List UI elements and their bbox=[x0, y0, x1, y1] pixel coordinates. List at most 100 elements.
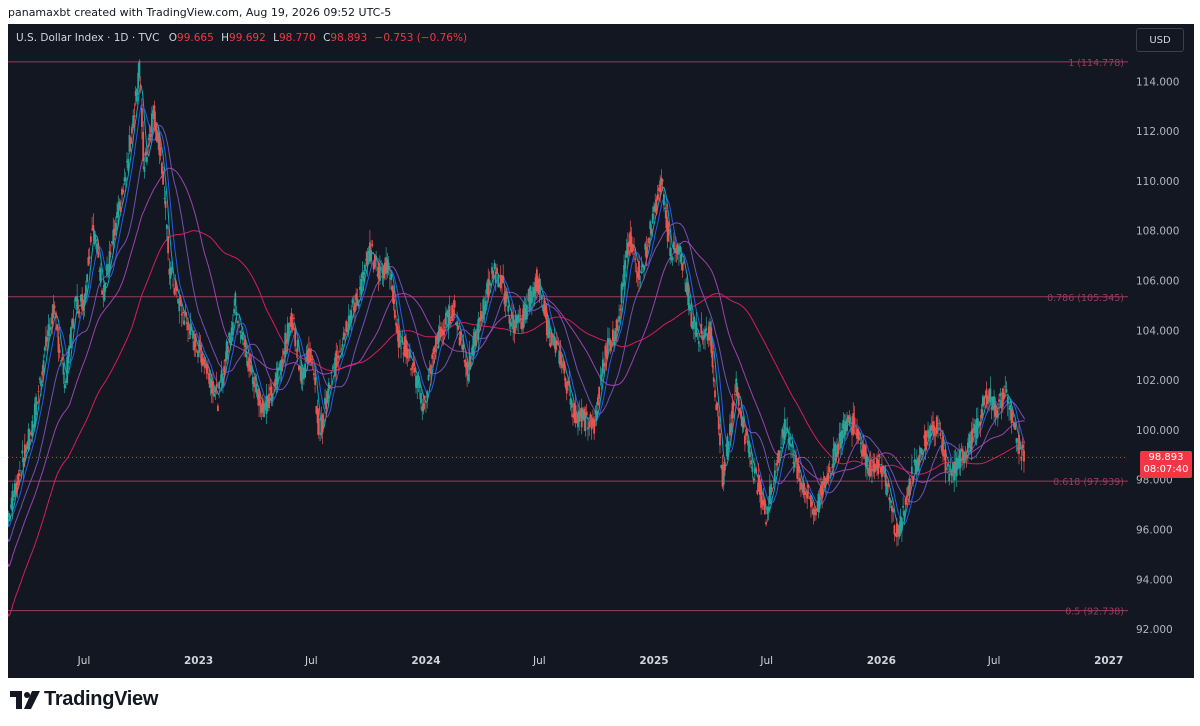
candle-body bbox=[269, 387, 272, 391]
candle-body bbox=[808, 498, 811, 499]
candle-body bbox=[732, 401, 735, 407]
candle-body bbox=[834, 451, 837, 462]
candle-body bbox=[250, 365, 253, 373]
candle-body bbox=[554, 340, 557, 353]
candle-body bbox=[661, 179, 664, 182]
candle-body bbox=[793, 463, 796, 468]
candle-body bbox=[312, 373, 315, 376]
candle-body bbox=[126, 160, 128, 163]
candle-body bbox=[780, 447, 782, 449]
candle-body bbox=[543, 299, 546, 316]
candle-body bbox=[329, 385, 331, 388]
candle-body bbox=[585, 411, 588, 416]
candle-body bbox=[336, 356, 339, 358]
candle-body bbox=[426, 391, 429, 399]
candle-body bbox=[540, 295, 543, 300]
tradingview-logo[interactable]: TradingView bbox=[10, 688, 158, 711]
candle-body bbox=[1015, 438, 1018, 443]
candle-body bbox=[499, 274, 502, 289]
candle-body bbox=[1010, 408, 1013, 424]
y-tick-label: 104.000 bbox=[1136, 325, 1179, 337]
candle-body bbox=[139, 85, 142, 87]
candle-body bbox=[364, 264, 366, 272]
candle-body bbox=[8, 515, 11, 521]
candle-body bbox=[335, 350, 338, 369]
candle-body bbox=[356, 298, 359, 306]
chart-canvas[interactable]: 1 (114.778) 0.786 (105.345) 0.618 (97.939)… bbox=[8, 24, 1194, 678]
candle-body bbox=[15, 483, 17, 495]
candle-body bbox=[610, 344, 613, 346]
candle-body bbox=[606, 338, 609, 355]
candle-body bbox=[93, 231, 96, 244]
currency-button[interactable]: USD bbox=[1136, 28, 1184, 52]
candle-body bbox=[838, 433, 841, 442]
candle-body bbox=[314, 377, 316, 385]
candle-body bbox=[685, 283, 688, 293]
candle-body bbox=[82, 301, 85, 311]
candle-body bbox=[199, 344, 202, 351]
candle-body bbox=[482, 299, 485, 320]
candle-body bbox=[202, 357, 204, 366]
y-tick-label: 96.000 bbox=[1136, 524, 1173, 536]
candle-body bbox=[821, 481, 824, 499]
candle-body bbox=[243, 342, 245, 345]
candle-body bbox=[949, 468, 952, 471]
candle-body bbox=[327, 382, 330, 392]
candle-body bbox=[995, 409, 998, 418]
candle-body bbox=[839, 431, 842, 449]
candle-body bbox=[1003, 392, 1005, 399]
candle-body bbox=[841, 430, 843, 444]
candle-body bbox=[979, 421, 982, 426]
candle-body bbox=[391, 286, 394, 292]
candle-body bbox=[104, 282, 107, 285]
candle-body bbox=[118, 201, 121, 209]
candle-body bbox=[983, 397, 986, 405]
candle-body bbox=[305, 357, 308, 359]
candle-body bbox=[748, 452, 751, 458]
candle-body bbox=[842, 420, 845, 429]
chart-panel[interactable]: 1 (114.778) 0.786 (105.345) 0.618 (97.939)… bbox=[8, 24, 1194, 678]
symbol-legend[interactable]: U.S. Dollar Index · 1D · TVC O99.665 H99… bbox=[16, 32, 471, 44]
candle-body bbox=[957, 458, 959, 469]
candle-body bbox=[682, 261, 685, 264]
candle-body bbox=[146, 156, 148, 163]
candle-body bbox=[253, 380, 255, 388]
candle-body bbox=[886, 484, 888, 496]
time-axis[interactable]: Jul 2023 Jul 2024 Jul 2025 Jul 2026 Jul 2027 bbox=[77, 655, 1124, 667]
candle-body bbox=[978, 423, 981, 427]
candle-body bbox=[1011, 413, 1014, 418]
candle-body bbox=[497, 274, 500, 288]
candle-body bbox=[818, 496, 821, 509]
candle-body bbox=[802, 483, 805, 495]
candle-body bbox=[623, 264, 625, 286]
candle-body bbox=[787, 438, 790, 443]
candle-body bbox=[599, 377, 602, 379]
candle-body bbox=[249, 365, 252, 372]
candle-body bbox=[108, 251, 111, 272]
candle-body bbox=[68, 345, 71, 349]
candle-body bbox=[21, 450, 24, 454]
candle-body bbox=[33, 403, 36, 427]
candle-body bbox=[478, 317, 481, 322]
candle-body bbox=[924, 431, 927, 451]
candle-body bbox=[712, 377, 715, 382]
close-label: C bbox=[323, 32, 331, 44]
candle-body bbox=[165, 224, 168, 229]
fib-level-label: 1 (114.778) bbox=[1068, 58, 1124, 69]
candle-body bbox=[347, 316, 350, 329]
candle-body bbox=[730, 422, 733, 432]
candle-body bbox=[674, 248, 677, 251]
candle-body bbox=[231, 322, 234, 331]
candle-body bbox=[869, 459, 872, 477]
candle-body bbox=[456, 321, 459, 327]
candle-body bbox=[866, 455, 868, 470]
price-axis[interactable]: 114.000 112.000 110.000 108.000 106.000 104.0… bbox=[1136, 76, 1179, 636]
candle-body bbox=[608, 338, 611, 343]
candle-body bbox=[777, 450, 780, 464]
candle-body bbox=[943, 454, 946, 458]
candle-body bbox=[760, 484, 763, 508]
x-tick-label: 2024 bbox=[411, 655, 440, 667]
candle-body bbox=[224, 358, 227, 362]
candle-body bbox=[422, 403, 425, 412]
candle-body bbox=[503, 293, 506, 305]
